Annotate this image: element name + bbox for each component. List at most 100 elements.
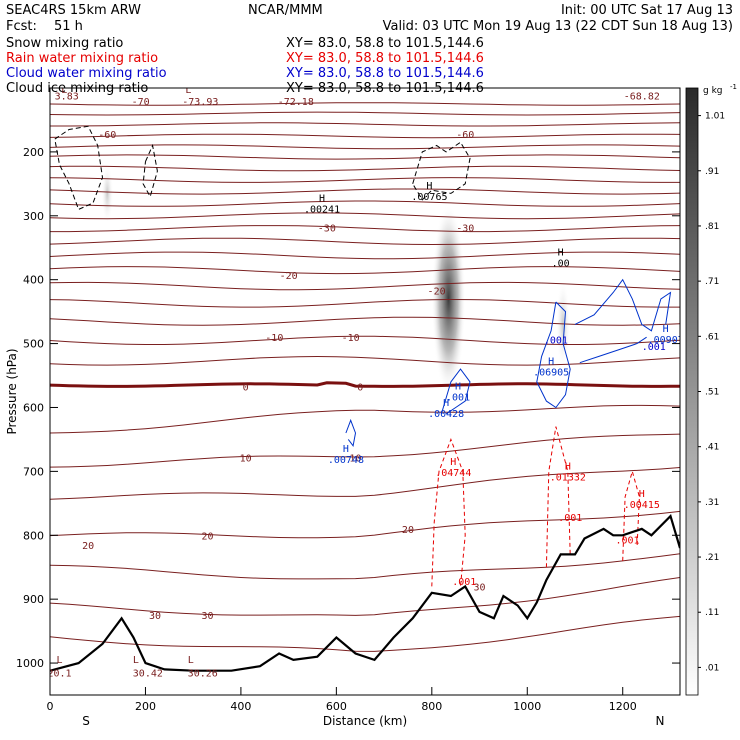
isotherm-lower bbox=[50, 467, 680, 500]
init-time: Init: 00 UTC Sat 17 Aug 13 bbox=[561, 3, 733, 18]
isotherm bbox=[50, 122, 680, 127]
isotherm-label: 30 bbox=[201, 611, 213, 622]
isotherm-label: -68.82 bbox=[624, 92, 660, 103]
y-tick-label: 900 bbox=[23, 593, 44, 606]
forecast-label: Fcst: bbox=[6, 19, 37, 34]
isotherm-label: -20 bbox=[428, 287, 446, 298]
isotherm-label: 20 bbox=[82, 541, 94, 552]
contour-value-label: .001 bbox=[558, 513, 582, 524]
rain-water-contours bbox=[431, 426, 640, 587]
isotherm-lower bbox=[50, 577, 680, 616]
temperature-contours bbox=[50, 102, 680, 652]
x-tick-label: 0 bbox=[47, 700, 54, 713]
contour-value-label: .001 bbox=[615, 536, 639, 547]
extremum-value: .00748 bbox=[328, 455, 364, 466]
isotherm bbox=[50, 281, 680, 291]
snow-shade-west bbox=[101, 163, 114, 224]
org-label: NCAR/MMM bbox=[248, 3, 323, 18]
isotherm bbox=[50, 154, 680, 160]
model-title: SEAC4RS 15km ARW bbox=[6, 3, 141, 18]
colorbar-label: .11 bbox=[705, 608, 719, 618]
extremum-mark: H bbox=[343, 444, 349, 455]
isotherm-lower bbox=[50, 615, 680, 652]
extremum-mark: H bbox=[639, 489, 645, 500]
isotherm bbox=[50, 102, 680, 106]
south-label: S bbox=[82, 714, 90, 728]
isotherm-label: 20 bbox=[201, 531, 213, 542]
isotherm bbox=[50, 165, 680, 172]
contour-value-label: .001 bbox=[544, 336, 568, 347]
cloud-water-contour bbox=[345, 418, 357, 448]
freezing-level-line bbox=[50, 381, 680, 388]
contour-value-label: .001 bbox=[452, 577, 476, 588]
isotherm-label: 30 bbox=[149, 611, 161, 622]
isotherm bbox=[50, 111, 680, 116]
y-tick-label: 600 bbox=[23, 401, 44, 414]
cloud-water-contour bbox=[440, 368, 471, 415]
colorbar-label: 1.01 bbox=[705, 112, 725, 122]
isotherm-label: 3.83 bbox=[55, 92, 79, 103]
layer-xy-cloud-water: XY= 83.0, 58.8 to 101.5,144.6 bbox=[286, 66, 484, 81]
layer-name-snow: Snow mixing ratio bbox=[6, 36, 123, 51]
y-tick-label: 500 bbox=[23, 338, 44, 351]
cloud-water-contours bbox=[345, 278, 672, 448]
y-tick-label: 400 bbox=[23, 274, 44, 287]
isotherm bbox=[50, 133, 680, 139]
colorbar-bar bbox=[685, 87, 699, 696]
terrain-surface bbox=[50, 514, 680, 672]
isotherm-label: -73.93 bbox=[182, 97, 218, 108]
extremum-value: .00415 bbox=[624, 500, 660, 511]
x-tick-label: 600 bbox=[326, 700, 347, 713]
extremum-mark: H bbox=[443, 398, 449, 409]
extremum-mark: L bbox=[188, 655, 194, 666]
extremum-mark: H bbox=[558, 247, 564, 258]
isotherm-label: -70 bbox=[132, 97, 150, 108]
extremum-mark: H bbox=[663, 324, 669, 335]
terrain-line bbox=[50, 514, 680, 672]
layer-xy-rain: XY= 83.0, 58.8 to 101.5,144.6 bbox=[286, 51, 484, 66]
colorbar: .01 .11 .21 .31 .41 .51 .61 .71 .81 .91 1.01 g kg -1 bbox=[685, 83, 737, 696]
north-label: N bbox=[656, 714, 665, 728]
extremum-mark: H bbox=[450, 457, 456, 468]
x-tick-label: 1200 bbox=[609, 700, 637, 713]
isotherm-lower bbox=[50, 510, 680, 539]
isotherm bbox=[50, 200, 680, 207]
cloud-ice-contours bbox=[54, 125, 471, 211]
extremum-mark: H bbox=[426, 181, 432, 192]
valid-time: Valid: 03 UTC Mon 19 Aug 13 (22 CDT Sun … bbox=[383, 19, 733, 34]
isotherm bbox=[50, 212, 680, 220]
rain-water-contour bbox=[431, 437, 466, 587]
plot-frame bbox=[49, 87, 681, 696]
colorbar-label: .61 bbox=[705, 332, 719, 342]
snow-shading bbox=[101, 163, 571, 394]
isotherm-label: -20 bbox=[280, 271, 298, 282]
isotherm-label: 0 bbox=[243, 382, 249, 393]
isotherm-lower bbox=[50, 553, 680, 580]
cloud-ice-contour bbox=[412, 141, 471, 201]
extremum-mark: H bbox=[565, 461, 571, 472]
extremum-value: .00428 bbox=[428, 409, 464, 420]
isotherm-lower bbox=[50, 404, 680, 434]
isotherm-label: -30 bbox=[456, 223, 474, 234]
isotherm bbox=[50, 266, 680, 275]
cloud-water-contour bbox=[579, 336, 647, 364]
freezing-level bbox=[50, 381, 680, 388]
x-tick-label: 400 bbox=[230, 700, 251, 713]
isotherm-label: 20 bbox=[402, 525, 414, 536]
extremum-mark: H bbox=[455, 382, 461, 393]
isotherm-label: -72.18 bbox=[278, 97, 314, 108]
extremum-mark: H bbox=[319, 194, 325, 205]
cloud-ice-contour bbox=[54, 125, 104, 211]
extremum-mark: H bbox=[548, 357, 554, 368]
isotherm-label: 30 bbox=[474, 582, 486, 593]
isotherm-label: 10 bbox=[349, 453, 361, 464]
isotherm bbox=[50, 251, 680, 260]
isotherm-label: 10 bbox=[240, 453, 252, 464]
extremum-value: .04744 bbox=[435, 468, 471, 479]
isotherm bbox=[50, 177, 680, 183]
isotherm-label: -10 bbox=[265, 333, 283, 344]
cloud-water-contour bbox=[574, 278, 672, 332]
extremum-value: .00 bbox=[552, 258, 570, 269]
x-tick-label: 800 bbox=[421, 700, 442, 713]
